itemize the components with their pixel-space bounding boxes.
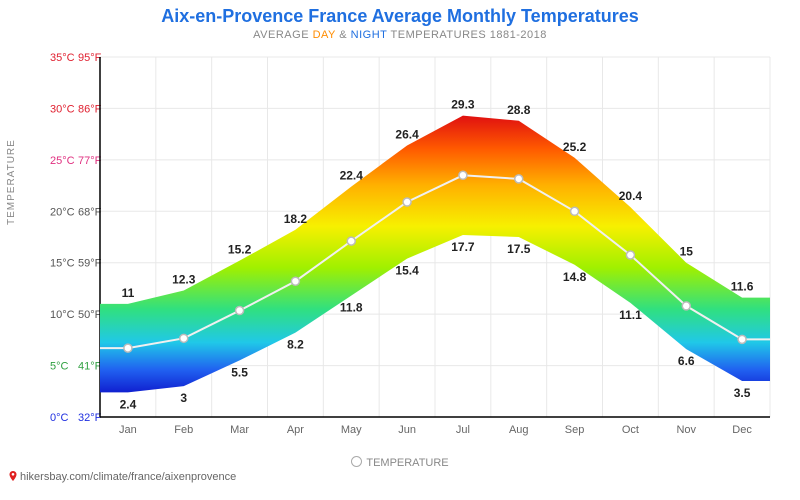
svg-text:Nov: Nov (676, 424, 696, 436)
svg-text:77°F: 77°F (78, 155, 102, 167)
chart-container: TEMPERATURE 0°C32°F5°C41°F10°C50°F15°C59… (20, 47, 780, 452)
svg-text:2.4: 2.4 (120, 397, 137, 411)
svg-text:14.8: 14.8 (563, 270, 587, 284)
svg-text:Feb: Feb (174, 424, 193, 436)
legend-marker-icon (351, 456, 362, 467)
legend-label: TEMPERATURE (366, 457, 448, 469)
map-pin-icon (8, 471, 18, 481)
svg-text:20°C: 20°C (50, 206, 75, 218)
svg-text:Sep: Sep (565, 424, 585, 436)
temperature-chart: 0°C 32°F 5°C 41°F 10°C50°F 15°C59°F 20°C68°F 25… (20, 47, 780, 447)
svg-text:20.4: 20.4 (619, 189, 643, 203)
svg-text:15.4: 15.4 (395, 264, 419, 278)
svg-text:28.8: 28.8 (507, 103, 531, 117)
svg-text:50°F: 50°F (78, 309, 102, 321)
svg-text:17.5: 17.5 (507, 242, 531, 256)
svg-text:17.7: 17.7 (451, 240, 475, 254)
svg-text:22.4: 22.4 (340, 169, 364, 183)
svg-text:15.2: 15.2 (228, 243, 252, 257)
svg-text:11: 11 (122, 286, 135, 300)
y-axis-label: TEMPERATURE (6, 139, 17, 225)
svg-text:68°F: 68°F (78, 206, 102, 218)
svg-text:Dec: Dec (732, 424, 752, 436)
svg-text:86°F: 86°F (78, 103, 102, 115)
svg-text:59°F: 59°F (78, 258, 102, 270)
svg-text:Aug: Aug (509, 424, 529, 436)
svg-text:3.5: 3.5 (734, 386, 751, 400)
subtitle-prefix: AVERAGE (253, 29, 312, 41)
attribution-text: hikersbay.com/climate/france/aixenproven… (20, 471, 236, 483)
svg-text:8.2: 8.2 (287, 338, 304, 352)
svg-text:32°F: 32°F (78, 412, 102, 424)
svg-text:11.6: 11.6 (731, 280, 754, 294)
svg-text:Apr: Apr (287, 424, 304, 436)
svg-text:95°F: 95°F (78, 52, 102, 64)
svg-text:0°C: 0°C (50, 412, 69, 424)
svg-text:May: May (341, 424, 362, 436)
svg-text:Oct: Oct (622, 424, 639, 436)
subtitle-suffix: TEMPERATURES 1881-2018 (387, 29, 547, 41)
attribution-line: hikersbay.com/climate/france/aixenproven… (0, 469, 800, 483)
svg-text:Jan: Jan (119, 424, 137, 436)
svg-text:11.1: 11.1 (619, 308, 642, 322)
svg-text:Jul: Jul (456, 424, 470, 436)
svg-text:5.5: 5.5 (231, 365, 248, 379)
chart-subtitle: AVERAGE DAY & NIGHT TEMPERATURES 1881-20… (0, 29, 800, 41)
svg-text:35°C: 35°C (50, 52, 75, 64)
svg-text:18.2: 18.2 (284, 212, 308, 226)
svg-text:Mar: Mar (230, 424, 249, 436)
subtitle-day: DAY (313, 29, 336, 41)
svg-text:25.2: 25.2 (563, 140, 587, 154)
subtitle-night: NIGHT (351, 29, 388, 41)
svg-text:41°F: 41°F (78, 361, 102, 373)
svg-text:26.4: 26.4 (395, 127, 419, 141)
svg-text:5°C: 5°C (50, 361, 69, 373)
svg-text:29.3: 29.3 (451, 98, 475, 112)
subtitle-amp: & (336, 29, 351, 41)
svg-text:25°C: 25°C (50, 155, 75, 167)
svg-text:3: 3 (180, 391, 187, 405)
chart-legend: TEMPERATURE (0, 456, 800, 469)
svg-text:15: 15 (680, 245, 694, 259)
svg-text:6.6: 6.6 (678, 354, 695, 368)
svg-text:15°C: 15°C (50, 258, 75, 270)
svg-text:30°C: 30°C (50, 103, 75, 115)
svg-text:Jun: Jun (398, 424, 416, 436)
svg-text:12.3: 12.3 (172, 272, 196, 286)
chart-title: Aix-en-Provence France Average Monthly T… (0, 0, 800, 27)
svg-text:11.8: 11.8 (340, 301, 363, 315)
svg-text:10°C: 10°C (50, 309, 75, 321)
